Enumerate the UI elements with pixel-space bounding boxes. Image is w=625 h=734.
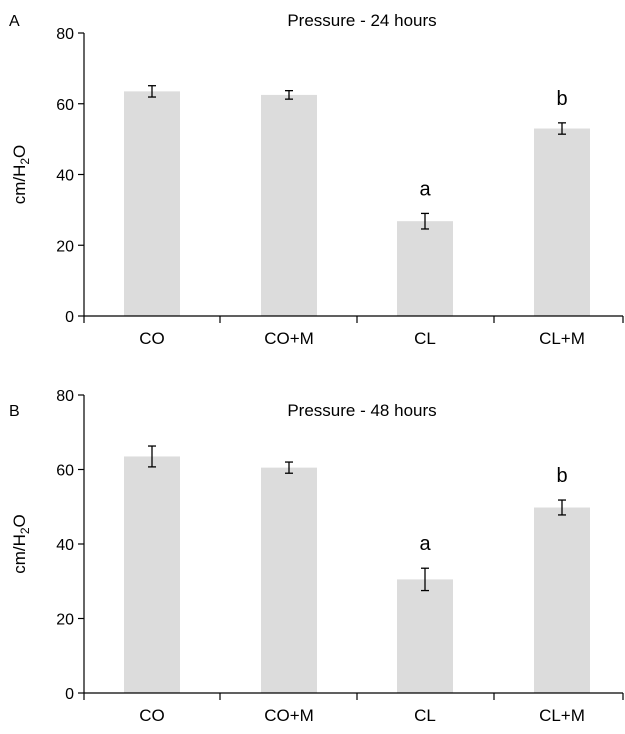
y-tick-label: 60 — [56, 97, 74, 114]
bar-co-plus-m — [261, 94, 317, 316]
bar-cl — [397, 221, 453, 316]
chart-panel-b: B Pressure - 48 hours cm/H2O CO CO+M a CL b CL+M… — [9, 388, 624, 725]
bar-co-plus-m — [261, 467, 317, 693]
y-tick-label: 0 — [65, 686, 74, 703]
significance-label: b — [556, 465, 567, 487]
bar-co — [124, 456, 180, 693]
y-axis-label: cm/H2O — [10, 145, 32, 205]
x-tick-label: CL+M — [539, 706, 585, 725]
panel-label: B — [9, 403, 20, 420]
bar-cl-plus-m — [534, 507, 590, 693]
y-tick-label: 80 — [56, 388, 74, 405]
y-tick-label: 40 — [56, 537, 74, 554]
x-tick-label: CO+M — [264, 706, 314, 725]
y-axis-label: cm/H2O — [10, 514, 32, 574]
chart-title: Pressure - 24 hours — [287, 11, 436, 30]
y-tick-label: 60 — [56, 463, 74, 480]
x-tick-label: CO — [139, 706, 165, 725]
chart-title: Pressure - 48 hours — [287, 401, 436, 420]
x-tick-label: CO — [139, 329, 165, 348]
bar-co — [124, 91, 180, 317]
x-tick-label: CL+M — [539, 329, 585, 348]
bar-cl-plus-m — [534, 128, 590, 316]
y-tick-label: 40 — [56, 168, 74, 185]
significance-label: a — [419, 533, 431, 555]
y-tick-label: 20 — [56, 612, 74, 629]
panel-label: A — [9, 13, 20, 30]
significance-label: a — [419, 178, 431, 200]
chart-panel-a: A Pressure - 24 hours cm/H2O CO CO+M a CL b CL+M… — [9, 11, 624, 348]
y-tick-label: 80 — [56, 26, 74, 43]
x-tick-label: CO+M — [264, 329, 314, 348]
bar-cl — [397, 579, 453, 693]
y-tick-label: 20 — [56, 238, 74, 255]
significance-label: b — [556, 88, 567, 110]
x-tick-label: CL — [414, 706, 436, 725]
x-tick-label: CL — [414, 329, 436, 348]
y-tick-label: 0 — [65, 309, 74, 326]
